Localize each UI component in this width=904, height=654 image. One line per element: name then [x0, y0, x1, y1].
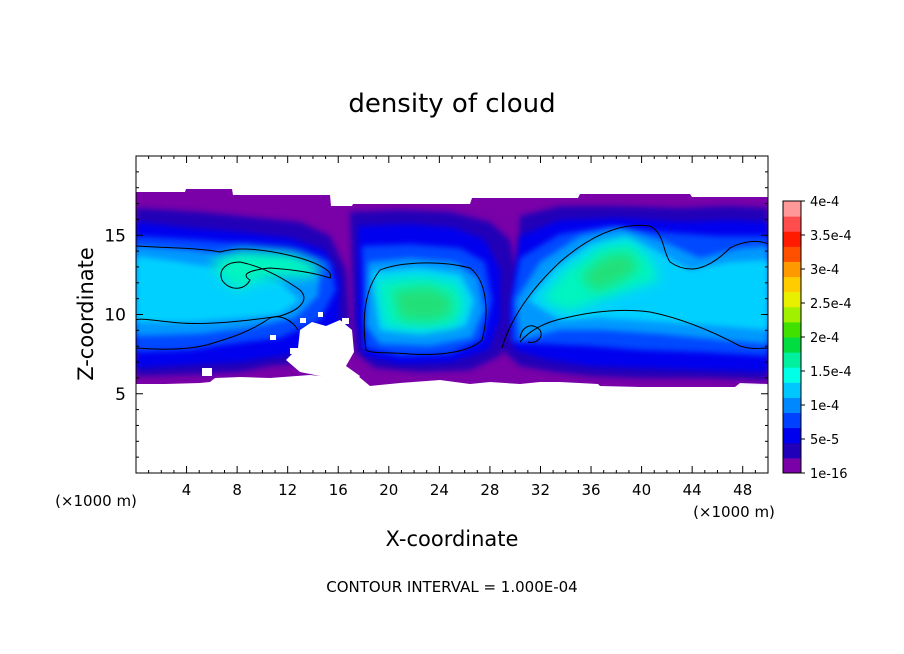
colorbar-swatch [783, 216, 801, 232]
x-unit-label-right: (×1000 m) [693, 503, 775, 521]
colorbar-label: 2.5e-4 [810, 297, 852, 312]
x-tick-label: 32 [531, 481, 550, 499]
contour-middle [363, 262, 487, 355]
y-axis: 5 10 15 [104, 171, 768, 458]
x-tick-label: 28 [480, 481, 499, 499]
x-tick-label: 8 [232, 481, 242, 499]
x-tick-label: 20 [379, 481, 398, 499]
colorbar-swatch [783, 291, 801, 308]
colorbar-swatch [783, 337, 801, 353]
y-tick-label: 5 [115, 385, 126, 405]
colorbar-swatch [783, 457, 801, 474]
y-axis-label: Z-coordinate [74, 247, 98, 381]
colorbar-swatch [783, 352, 801, 368]
x-tick-label: 4 [182, 481, 192, 499]
plot-area [135, 155, 769, 474]
colorbar-swatch [783, 427, 801, 444]
x-tick-label: 44 [683, 481, 702, 499]
contour-swirl [519, 325, 542, 343]
contour-right [501, 224, 768, 349]
colorbar-label: 1e-4 [810, 399, 839, 414]
x-tick-label: 12 [278, 481, 297, 499]
chart-title: density of cloud [348, 89, 555, 119]
cloud-field [136, 189, 768, 387]
colorbar-swatch [783, 442, 801, 459]
colorbar-swatch [783, 201, 801, 217]
x-axis-label: X-coordinate [386, 527, 519, 551]
colorbar-label: 2e-4 [810, 331, 839, 346]
colorbar-label: 1.5e-4 [810, 365, 852, 380]
colorbar-swatch [783, 412, 801, 429]
colorbar-swatch [783, 382, 801, 398]
y-tick-label: 15 [104, 226, 126, 246]
x-unit-label-left: (×1000 m) [55, 492, 137, 510]
x-tick-label: 36 [581, 481, 600, 499]
x-tick-label: 24 [430, 481, 449, 499]
colorbar-label: 3e-4 [810, 263, 839, 278]
colorbar-label: 4e-4 [810, 195, 839, 210]
core-green [392, 252, 640, 322]
colorbar-label: 1e-16 [810, 467, 848, 482]
y-tick-label: 10 [104, 306, 126, 326]
colorbar-swatch [783, 321, 801, 338]
colorbar-swatch [783, 397, 801, 414]
colorbar-label: 3.5e-4 [810, 229, 852, 244]
colorbar-swatch [783, 306, 801, 323]
colorbar-swatch [783, 231, 801, 247]
x-tick-label: 40 [632, 481, 651, 499]
contour-interval-note: CONTOUR INTERVAL = 1.000E-04 [326, 578, 577, 596]
colorbar-swatch [783, 367, 801, 383]
colorbar-swatch [783, 276, 801, 293]
cloud-gaps [202, 312, 360, 386]
core-mint [210, 240, 660, 330]
contour-left [136, 245, 332, 325]
contour-left-base [136, 316, 299, 350]
x-tick-label: 16 [329, 481, 348, 499]
colorbar: 1e-16 5e-5 1e-4 1.5e-4 2e-4 2.5e-4 3e-4 3.5e-4 4… [782, 195, 852, 482]
colorbar-swatch [783, 246, 801, 262]
contour-lines [136, 224, 768, 355]
colorbar-label: 5e-5 [810, 433, 839, 448]
contour-right-inner [519, 309, 768, 349]
colorbar-swatch [783, 261, 801, 278]
x-axis: 4 8 12 16 20 24 28 32 36 40 44 48 [148, 156, 756, 499]
x-tick-label: 48 [733, 481, 752, 499]
